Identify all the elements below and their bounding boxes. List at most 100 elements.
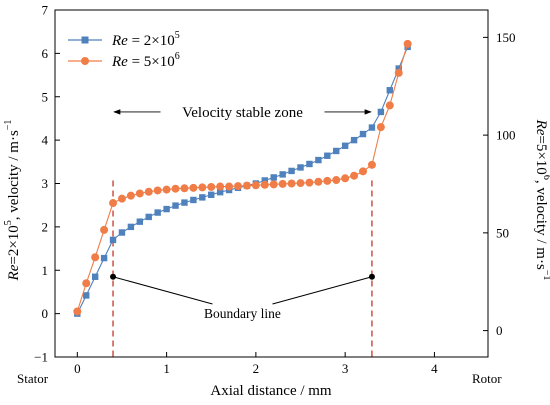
series-layer [73,39,412,317]
data-point [287,179,296,188]
data-point [260,180,269,189]
boundary-dot-left [110,273,117,280]
data-point [82,279,91,288]
data-point [171,184,180,193]
data-point [225,182,234,191]
data-point [270,174,277,181]
boundary-dot-right [368,273,375,280]
data-point [288,167,295,175]
legend: Re = 2×105 Re = 5×106 [68,30,180,70]
data-point [181,199,188,206]
data-point [359,130,367,138]
y-axis-right-ticks: 0 50 100 150 [483,30,516,338]
data-point [367,160,376,169]
data-point [216,188,224,196]
x-axis-ticks: 0 1 2 3 4 [74,352,438,376]
data-point [136,218,144,225]
x-tick-label: 0 [74,361,81,376]
series-line [76,43,409,312]
data-point [377,108,385,116]
data-point [154,209,161,216]
y-left-tick-label: 1 [42,263,49,278]
y-left-tick-label: −1 [34,350,48,365]
data-point [109,236,117,244]
data-point [180,184,189,193]
y-axis-left-ticks: −1 0 1 2 3 4 5 6 7 [34,3,60,365]
data-point [350,171,359,180]
legend-marker-series-1 [81,36,89,44]
data-point [314,177,323,186]
data-point [395,65,402,72]
data-point [127,223,135,231]
data-point [109,199,118,208]
data-point [118,229,126,236]
y-left-tick-label: 7 [42,3,49,18]
data-point [100,225,109,234]
data-point [324,152,331,159]
data-point [269,180,278,189]
annotation-layer: Velocity stable zone Boundary line [110,105,375,321]
data-point [306,160,313,168]
data-point [341,174,350,183]
x-tick-label: 3 [342,361,349,376]
rotor-label: Rotor [472,371,502,386]
y-right-tick-label: 0 [496,323,503,338]
data-point [386,87,393,94]
stator-label: Stator [17,371,49,386]
data-point [359,167,368,176]
data-point [189,183,198,192]
y-left-tick-label: 2 [42,219,49,234]
data-point [333,147,340,155]
data-point [91,273,99,280]
y-right-tick-label: 100 [496,128,516,143]
data-point [162,185,171,194]
data-point [315,156,322,164]
x-tick-label: 4 [431,361,438,376]
data-point [100,254,108,262]
x-tick-label: 1 [163,361,170,376]
y-left-tick-label: 3 [42,176,49,191]
data-point [376,123,385,132]
y-right-tick-label: 50 [496,225,509,240]
data-point [403,39,412,48]
data-point [117,194,126,203]
data-point [163,205,170,213]
stable-zone-label: Velocity stable zone [182,105,303,121]
series-1 [74,43,411,317]
boundary-lines [112,180,373,357]
data-point [251,181,260,190]
data-point [332,176,341,185]
data-point [172,202,179,209]
data-point [234,182,243,191]
y-left-tick-label: 6 [42,46,49,61]
y-left-tick-label: 5 [42,89,49,104]
data-point [278,179,287,188]
data-point [341,142,349,149]
data-point [91,253,100,262]
data-point [297,164,304,171]
data-point [198,183,207,192]
data-point [126,191,135,200]
series-2 [73,39,412,316]
data-point [296,179,305,188]
data-point [368,124,376,131]
data-point [144,187,153,196]
data-point [385,101,394,110]
y-axis-left-title: Re=2×105, velocity / m·s−1 [3,120,22,282]
data-point [350,136,358,144]
data-point [323,176,332,185]
data-point [83,292,90,299]
boundary-line-label: Boundary line [204,306,281,321]
data-point [216,182,225,191]
data-point [394,68,403,77]
data-point [145,213,152,221]
boundary-pointer-right [272,276,373,305]
data-point [73,307,82,316]
data-point [207,182,216,191]
y-right-tick-label: 150 [496,30,516,45]
data-point [190,196,197,204]
y-left-tick-label: 0 [42,306,49,321]
data-point [305,178,314,187]
x-tick-label: 2 [253,361,260,376]
data-point [242,181,251,190]
